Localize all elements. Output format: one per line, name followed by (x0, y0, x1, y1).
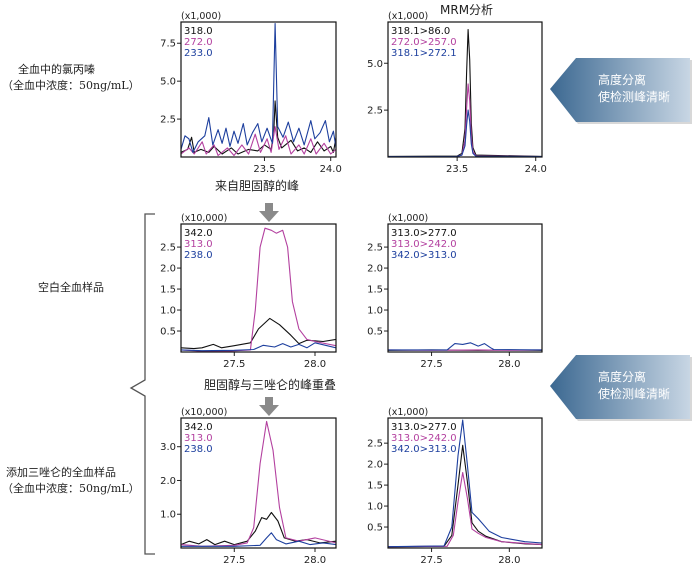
y-multiplier: (x1,000) (388, 213, 428, 224)
banner-line1: 高度分离 (598, 72, 670, 89)
y-multiplier: (x1,000) (388, 407, 428, 418)
x-tick-label: 27.5 (420, 555, 442, 566)
series-line-238.0 (181, 533, 336, 547)
series-line-313.0>277.0 (388, 445, 542, 546)
y-tick-label: 2.5 (160, 243, 176, 254)
y-tick-label: 2.0 (160, 476, 176, 487)
legend-entry: 313.0 (184, 433, 213, 444)
y-tick-label: 2.0 (367, 264, 383, 275)
legend-entry: 318.1>272.1 (391, 48, 457, 59)
sample-concentration-3: （全血中浓度：50ng/mL） (2, 481, 140, 497)
y-tick-label: 5.0 (160, 77, 176, 88)
caption-overlap: 胆固醇与三唑仑的峰重叠 (204, 376, 336, 393)
legend-entry: 342.0>313.0 (391, 250, 457, 261)
y-tick-label: 1.5 (367, 481, 383, 492)
legend-entry: 313.0>277.0 (391, 228, 457, 239)
x-tick-label: 27.5 (223, 359, 245, 370)
y-tick-label: 2.5 (160, 115, 176, 126)
legend-entry: 313.0>277.0 (391, 422, 457, 433)
y-tick-label: 7.5 (160, 39, 176, 50)
legend-entry: 313.0 (184, 239, 213, 250)
banner-line2: 使检测峰清晰 (598, 386, 670, 403)
legend-entry: 318.0 (184, 26, 213, 37)
chromatogram-4: (x1,000) 0.5 1.0 1.5 2.0 2.5 27.5 28.0 313.0>277… (354, 210, 552, 378)
x-tick-label: 24.0 (320, 164, 342, 175)
series-line-342.0>313.0 (388, 343, 542, 350)
y-multiplier: (x10,000) (181, 213, 227, 224)
sample-concentration-1: （全血中浓度：50ng/mL） (2, 78, 140, 94)
x-tick-label: 28.0 (498, 555, 520, 566)
y-multiplier: (x1,000) (388, 11, 428, 22)
sample-label-chlorpromazine: 全血中的氯丙嗪 (18, 62, 95, 78)
legend-entry: 272.0>257.0 (391, 37, 457, 48)
y-tick-label: 1.0 (160, 510, 176, 521)
sample-label-triazolam: 添加三唑仑的全血样品 (6, 465, 116, 481)
y-tick-label: 3.0 (160, 442, 176, 453)
x-tick-label: 28.0 (498, 359, 520, 370)
x-tick-label: 23.5 (253, 164, 275, 175)
legend-entry: 238.0 (184, 444, 213, 455)
y-tick-label: 2.0 (367, 460, 383, 471)
legend-entry: 318.1>86.0 (391, 26, 450, 37)
y-tick-label: 5.0 (367, 59, 383, 70)
y-tick-label: 2.5 (367, 243, 383, 254)
x-tick-label: 28.0 (304, 359, 326, 370)
y-tick-label: 2.5 (367, 439, 383, 450)
legend-entry: 233.0 (184, 48, 213, 59)
chromatogram-2: (x1,000) 2.5 5.0 23.5 24.0 318.1>86.0272.0>25… (354, 8, 552, 183)
separation-banner: 高度分离使检测峰清晰 (548, 56, 694, 124)
legend-entry: 342.0 (184, 228, 213, 239)
y-tick-label: 1.5 (367, 285, 383, 296)
legend-entry: 313.0>242.0 (391, 433, 457, 444)
series-line-342.0 (181, 513, 336, 545)
y-tick-label: 1.0 (160, 306, 176, 317)
legend-entry: 342.0>313.0 (391, 444, 457, 455)
x-tick-label: 27.5 (223, 555, 245, 566)
chromatogram-3: (x10,000) 0.5 1.0 1.5 2.0 2.5 27.5 28.0 342.0313… (147, 210, 346, 378)
chromatogram-5: (x10,000) 1.0 2.0 3.0 27.5 28.0 342.0313.0238.… (147, 404, 346, 574)
sample-label-blank: 空白全血样品 (38, 280, 104, 296)
series-line-313.0>242.0 (388, 473, 542, 547)
y-tick-label: 0.5 (160, 327, 176, 338)
y-tick-label: 1.5 (160, 285, 176, 296)
legend-entry: 272.0 (184, 37, 213, 48)
legend-entry: 238.0 (184, 250, 213, 261)
y-tick-label: 0.5 (367, 327, 383, 338)
y-multiplier: (x1,000) (181, 11, 221, 22)
x-tick-label: 23.5 (446, 164, 468, 175)
y-tick-label: 2.0 (160, 264, 176, 275)
banner-line1: 高度分离 (598, 369, 670, 386)
x-tick-label: 27.5 (420, 359, 442, 370)
y-tick-label: 2.5 (367, 106, 383, 117)
chromatogram-6: (x1,000) 0.5 1.0 1.5 2.0 2.5 27.5 28.0 313.0>277… (354, 404, 552, 574)
y-multiplier: (x10,000) (181, 407, 227, 418)
y-tick-label: 1.0 (367, 306, 383, 317)
banner-line2: 使检测峰清晰 (598, 89, 670, 106)
legend-entry: 313.0>242.0 (391, 239, 457, 250)
separation-banner: 高度分离使检测峰清晰 (548, 353, 694, 421)
y-tick-label: 1.0 (367, 502, 383, 513)
x-tick-label: 24.0 (525, 164, 547, 175)
y-tick-label: 0.5 (367, 523, 383, 534)
x-tick-label: 28.0 (304, 555, 326, 566)
legend-entry: 342.0 (184, 422, 213, 433)
